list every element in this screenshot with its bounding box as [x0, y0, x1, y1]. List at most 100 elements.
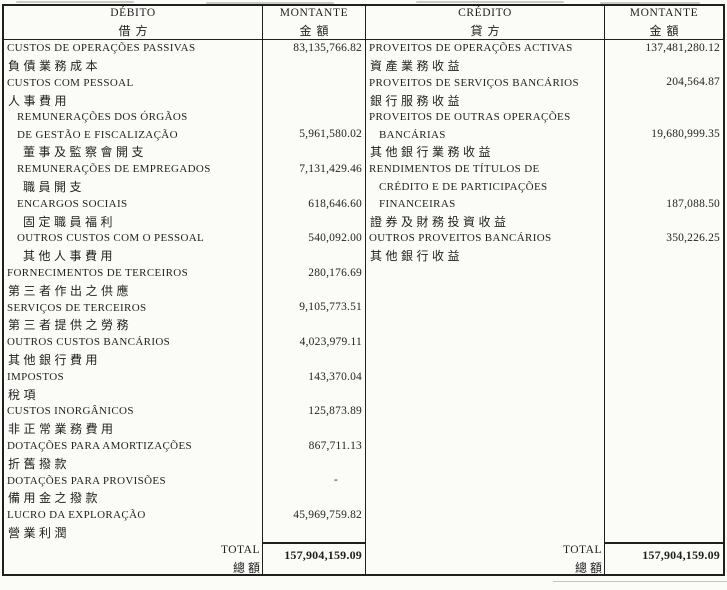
debit-label: REMUNERAÇÕES DOS ÓRGÃOS [4, 109, 263, 127]
scan-artifact [416, 1, 564, 3]
credit-label [366, 489, 605, 508]
debit-amount [263, 489, 366, 508]
debit-amount [263, 212, 366, 231]
debit-label: 固定職員福利 [4, 212, 263, 231]
total-debit-amount: 157,904,159.09 [263, 541, 366, 576]
total-label: TOTAL [220, 543, 260, 556]
debit-amount: 143,370.04 [263, 368, 366, 386]
credit-amount [605, 351, 723, 368]
debit-amount: 7,131,429.46 [263, 161, 366, 179]
header-credit-column: CRÉDITO 貸方 [366, 6, 605, 40]
credit-label [366, 507, 605, 525]
debit-label: DOTAÇÕES PARA PROVISÕES [4, 472, 263, 490]
debit-label: 職員開支 [4, 178, 263, 196]
credit-label: 銀行服務收益 [366, 91, 605, 110]
credit-label [366, 264, 605, 283]
credit-amount [605, 524, 723, 541]
debit-label: 折舊撥款 [4, 455, 263, 473]
credit-amount [605, 403, 723, 420]
credit-amount [605, 455, 723, 472]
debit-amount [263, 524, 366, 542]
header-debit-label: DÉBITO [110, 6, 156, 19]
credit-amount: 350,226.25 [666, 232, 720, 245]
debit-label: ENCARGOS SOCIAIS [4, 195, 263, 213]
credit-amount [605, 57, 723, 74]
credit-amount: 204,564.87 [666, 76, 720, 89]
debit-amount: 83,135,766.82 [263, 40, 366, 58]
credit-label: PROVEITOS DE SERVIÇOS BANCÁRIOS [366, 74, 605, 92]
credit-amount [605, 282, 723, 299]
credit-label: OUTROS PROVEITOS BANCÁRIOS [366, 230, 605, 248]
header-credit-label-cn: 貸方 [470, 23, 505, 38]
credit-label [366, 403, 605, 421]
debit-amount [263, 143, 366, 162]
debit-label: DOTAÇÕES PARA AMORTIZAÇÕES [4, 437, 263, 456]
credit-label [366, 385, 605, 404]
credit-label [366, 524, 605, 542]
credit-amount [605, 369, 723, 386]
debit-amount [263, 351, 366, 369]
credit-amount [605, 507, 723, 524]
credit-amount [605, 438, 723, 455]
debit-label: REMUNERAÇÕES DE EMPREGADOS [4, 161, 263, 179]
credit-amount [605, 213, 723, 230]
debit-amount: 280,176.69 [263, 264, 366, 283]
debit-amount: - [263, 472, 366, 490]
debit-label: 人事費用 [4, 91, 263, 110]
credit-label [366, 455, 605, 473]
credit-label [366, 351, 605, 369]
debit-label: 第三者提供之勞務 [4, 316, 263, 335]
debit-amount: 540,092.00 [263, 230, 366, 248]
debit-label: CUSTOS COM PESSOAL [4, 74, 263, 92]
debit-label: CUSTOS INORGÂNICOS [4, 403, 263, 421]
credit-label: 證券及財務投資收益 [366, 212, 605, 231]
credit-amount [605, 386, 723, 403]
debit-amount [263, 57, 366, 75]
credit-label: RENDIMENTOS DE TÍTULOS DE [366, 161, 605, 179]
debit-label: DE GESTÃO E FISCALIZAÇÃO [4, 126, 263, 144]
debit-amount [263, 178, 366, 196]
debit-label: 其他銀行費用 [4, 351, 263, 369]
debit-label: SERVIÇOS DE TERCEIROS [4, 299, 263, 317]
credit-label: 其他銀行業務收益 [366, 143, 605, 162]
debit-label: 稅項 [4, 385, 263, 404]
credit-label [366, 437, 605, 456]
debit-amount: 618,646.60 [263, 195, 366, 213]
debit-amount [263, 109, 366, 127]
debit-amount [263, 247, 366, 265]
credit-amount [605, 161, 723, 178]
credit-label [366, 282, 605, 300]
debit-amount [263, 91, 366, 110]
debit-label: FORNECIMENTOS DE TERCEIROS [4, 264, 263, 283]
header-amount-label: MONTANTE [279, 6, 349, 19]
total-label-cn: 總額 [574, 560, 605, 575]
debit-amount: 125,873.89 [263, 403, 366, 421]
header-amount-label-cn: 金額 [299, 23, 334, 38]
credit-amount: 137,481,280.12 [645, 41, 720, 54]
credit-label: FINANCEIRAS [366, 195, 605, 213]
credit-label: CRÉDITO E DE PARTICIPAÇÕES [366, 178, 605, 196]
header-debit-label-cn: 借方 [118, 23, 153, 38]
header-amount-label-cn: 金額 [649, 23, 684, 38]
debit-amount: 4,023,979.11 [263, 334, 366, 352]
scan-artifact [16, 1, 134, 3]
credit-amount [605, 178, 723, 195]
debit-amount [263, 74, 366, 92]
credit-amount [605, 144, 723, 161]
header-credit-amount-column: MONTANTE 金額 [605, 6, 723, 40]
credit-amount [605, 421, 723, 438]
credit-amount [605, 109, 723, 126]
debit-amount [263, 316, 366, 335]
credit-label [366, 420, 605, 438]
credit-label [366, 334, 605, 352]
total-label: TOTAL [562, 543, 602, 556]
credit-label [366, 472, 605, 490]
credit-amount [605, 472, 723, 489]
debit-amount [263, 385, 366, 404]
credit-amount [605, 490, 723, 507]
debit-label: OUTROS CUSTOS BANCÁRIOS [4, 334, 263, 352]
debit-amount: 45,969,759.82 [263, 507, 366, 525]
debit-amount [263, 455, 366, 473]
credit-amount: 187,088.50 [666, 197, 720, 210]
credit-label: PROVEITOS DE OUTRAS OPERAÇÕES [366, 109, 605, 127]
